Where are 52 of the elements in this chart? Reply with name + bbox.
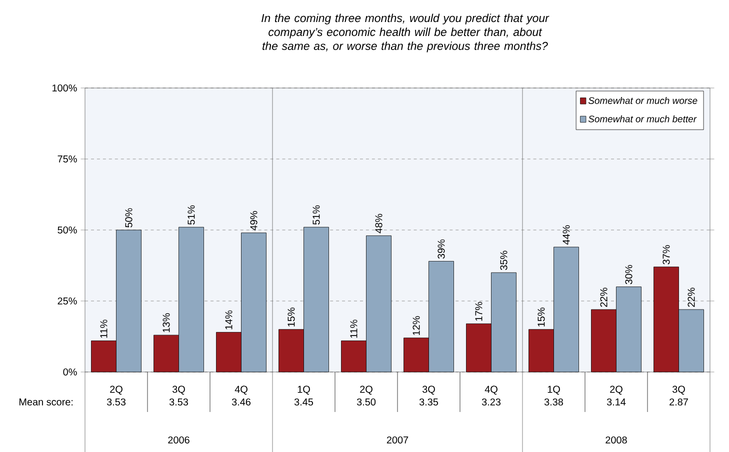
legend-label: Somewhat or much better: [588, 115, 697, 122]
x-tick-label: 4Q: [484, 386, 498, 395]
y-tick-label: 75%: [58, 155, 77, 162]
chart-title: In the coming three months, would you predict that your company’s economic health will be better than, about the same as, or worse than the previous three months?: [262, 14, 550, 52]
data-label: 12%: [412, 316, 420, 335]
data-label: 30%: [625, 264, 632, 284]
data-label: 14%: [225, 310, 232, 330]
x-tick-label: 3Q: [172, 386, 185, 395]
data-label: 37%: [662, 245, 670, 264]
data-label: 13%: [162, 313, 170, 332]
data-label: 35%: [500, 250, 508, 270]
text: 3.38: [544, 398, 564, 406]
x-tick-label: 3Q: [672, 386, 685, 395]
text: 3.14: [606, 398, 626, 406]
x-tick-label: 4Q: [234, 386, 248, 395]
data-label: 51%: [312, 205, 320, 224]
data-label: 50%: [125, 208, 132, 228]
text: 3.45: [294, 398, 314, 406]
text: 3.23: [482, 398, 501, 406]
x-tick-label: 1Q: [298, 386, 310, 395]
data-label: 39%: [438, 239, 445, 259]
data-label: 11%: [350, 320, 358, 338]
y-tick-label: 25%: [58, 297, 77, 304]
data-label: 44%: [562, 225, 570, 245]
text: 3.35: [419, 398, 438, 406]
text: 2.87: [670, 398, 688, 406]
data-label: 51%: [188, 205, 195, 224]
x-tick-label: 1Q: [548, 386, 560, 395]
text: 3.53: [169, 398, 188, 406]
x-tick-label: 2Q: [110, 386, 122, 395]
text: 3.46: [232, 398, 251, 406]
x-tick-label: 3Q: [422, 386, 435, 395]
data-label: 49%: [250, 210, 258, 230]
text: 3.53: [106, 398, 126, 406]
x-tick-label: 2Q: [360, 386, 372, 395]
data-label: 48%: [375, 214, 382, 234]
data-label: 17%: [475, 302, 482, 321]
y-tick-label: 50%: [58, 226, 77, 234]
y-tick-label: 0%: [63, 368, 77, 376]
y-tick-label: 100%: [52, 84, 77, 92]
data-label: 22%: [600, 288, 608, 307]
data-label: 22%: [688, 288, 695, 307]
data-label: 11%: [100, 320, 108, 338]
text: 2008: [606, 436, 627, 444]
text: 2006: [168, 436, 190, 444]
text: Mean score:: [19, 398, 73, 406]
text: 2007: [386, 436, 408, 444]
data-label: 15%: [288, 308, 295, 326]
text: 3.50: [356, 398, 376, 406]
legend-label: Somewhat or much worse: [588, 96, 698, 104]
x-tick-label: 2Q: [610, 386, 622, 395]
data-label: 15%: [538, 308, 545, 326]
